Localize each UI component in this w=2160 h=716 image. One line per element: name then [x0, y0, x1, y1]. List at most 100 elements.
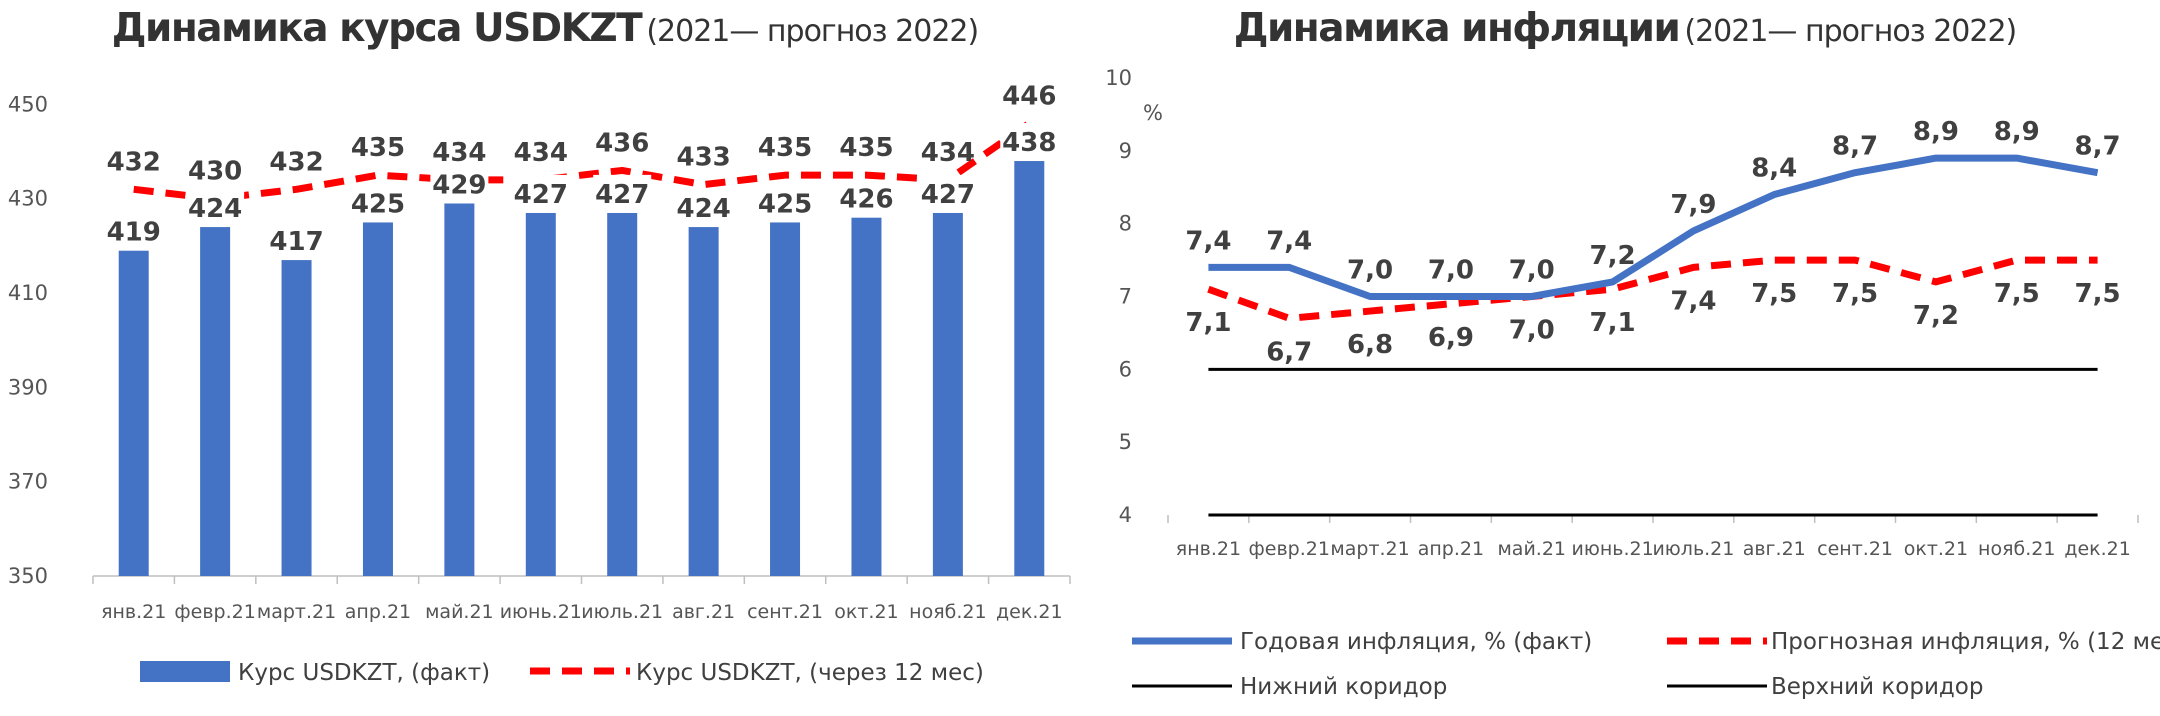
actual-inflation-line — [1208, 154, 2099, 300]
y-tick-label: 370 — [8, 470, 48, 494]
bar — [851, 217, 882, 576]
forecast-data-label: 432 — [269, 147, 323, 177]
usdkzt-chart-panel: Динамика курса USDKZT (2021— прогноз 202… — [0, 6, 1090, 686]
x-tick-label: дек.21 — [996, 601, 1063, 623]
forecast-data-label: 7,1 — [1185, 308, 1231, 338]
y-tick-label: 5 — [1119, 430, 1132, 454]
bar-data-label: 417 — [269, 227, 323, 257]
x-tick-label: янв.21 — [101, 601, 166, 623]
y-unit-label: % — [1143, 101, 1163, 125]
x-tick-label: июль.21 — [1652, 538, 1734, 560]
forecast-data-label: 7,5 — [1832, 279, 1878, 309]
y-tick-label: 4 — [1119, 503, 1132, 527]
x-tick-label: июнь.21 — [500, 601, 582, 623]
usdkzt-title-period: (2021— прогноз 2022) — [646, 14, 979, 49]
forecast-data-label: 432 — [107, 147, 161, 177]
x-tick-label: апр.21 — [345, 601, 411, 623]
legend-label: Верхний коридор — [1771, 674, 1983, 700]
x-tick-label: май.21 — [425, 601, 494, 623]
inflation-chart-panel: Динамика инфляции (2021— прогноз 2022) 4… — [1090, 0, 2160, 716]
bar-data-label: 438 — [1002, 128, 1056, 158]
forecast-data-label: 433 — [676, 143, 730, 173]
bar — [688, 227, 719, 576]
y-tick-label: 350 — [8, 564, 48, 588]
y-tick-label: 430 — [8, 187, 48, 211]
inflation-chart-svg: 4 5 6 7 8 9 10% янв.21 февр.21 март.21 апр.21 май.2… — [1105, 66, 2160, 700]
usdkzt-chart-title: Динамика курса USDKZT (2021— прогноз 202… — [0, 6, 1090, 51]
actual-data-label: 7,4 — [1266, 226, 1312, 256]
bar — [444, 203, 475, 576]
bar-label-box — [593, 174, 652, 213]
x-tick-label: янв.21 — [1176, 538, 1241, 560]
forecast-data-label: 7,5 — [1751, 279, 1797, 309]
bar-data-label: 425 — [758, 189, 812, 219]
bar — [281, 260, 312, 576]
bar — [770, 222, 801, 576]
forecast-data-label: 6,8 — [1347, 330, 1393, 360]
actual-data-label: 8,9 — [1913, 117, 1959, 147]
bar-label-box — [267, 222, 326, 261]
usdkzt-title-main: Динамика курса USDKZT — [111, 6, 643, 51]
bar — [525, 212, 556, 576]
forecast-data-label: 7,4 — [1670, 286, 1716, 316]
legend-swatch-bar — [140, 661, 230, 682]
x-tick-label: нояб.21 — [909, 601, 986, 623]
forecast-data-label: 436 — [595, 128, 649, 158]
usdkzt-chart-svg: 350 370 390 410 430 450 янв.21 февр.21 март.21 ап… — [8, 81, 1071, 686]
forecast-data-label: 434 — [514, 138, 568, 168]
y-tick-label: 450 — [8, 92, 48, 116]
actual-data-label: 7,2 — [1590, 241, 1636, 271]
y-tick-label: 8 — [1119, 212, 1132, 236]
forecast-data-label: 6,9 — [1428, 323, 1474, 353]
forecast-data-label: 435 — [839, 133, 893, 163]
legend-label: Курс USDKZT, (через 12 мес) — [636, 660, 984, 686]
bar-label-box — [837, 179, 896, 218]
forecast-data-label: 434 — [921, 138, 975, 168]
bar-data-label: 427 — [921, 180, 975, 210]
bar-label-box — [186, 189, 245, 228]
x-tick-label: февр.21 — [1249, 538, 1330, 560]
y-tick-label: 6 — [1119, 357, 1132, 381]
bar — [200, 227, 231, 576]
actual-data-label: 7,9 — [1670, 190, 1716, 220]
y-tick-label: 390 — [8, 375, 48, 399]
actual-data-label: 8,4 — [1751, 154, 1797, 184]
bar-data-label: 429 — [432, 170, 486, 200]
bar — [1014, 161, 1045, 577]
x-tick-label: окт.21 — [834, 601, 898, 623]
bar-label-box — [674, 189, 733, 228]
inflation-title-period: (2021— прогноз 2022) — [1684, 14, 2017, 49]
legend-label: Нижний коридор — [1240, 674, 1447, 700]
bar-label-box — [430, 165, 489, 204]
bar — [607, 212, 638, 576]
bar-label-box — [104, 212, 163, 251]
actual-data-label: 7,0 — [1509, 256, 1555, 286]
x-tick-label: окт.21 — [1904, 538, 1968, 560]
forecast-data-label: 7,2 — [1913, 301, 1959, 331]
forecast-data-label: 434 — [432, 138, 486, 168]
bar-data-label: 427 — [514, 180, 568, 210]
legend-label: Годовая инфляция, % (факт) — [1240, 629, 1592, 655]
y-tick-label: 410 — [8, 281, 48, 305]
x-tick-label: авг.21 — [672, 601, 735, 623]
x-tick-label: февр.21 — [174, 601, 255, 623]
forecast-data-label: 6,7 — [1266, 337, 1312, 367]
y-tick-label: 10 — [1105, 66, 1132, 90]
actual-data-label: 7,0 — [1428, 256, 1474, 286]
x-tick-label: май.21 — [1497, 538, 1566, 560]
bar — [362, 222, 393, 576]
bar-data-label: 425 — [351, 189, 405, 219]
actual-data-label: 7,0 — [1347, 256, 1393, 286]
y-tick-label: 9 — [1119, 139, 1132, 163]
x-tick-label: нояб.21 — [1978, 538, 2055, 560]
forecast-data-label: 430 — [188, 157, 242, 187]
inflation-chart-title: Динамика инфляции (2021— прогноз 2022) — [1090, 6, 2160, 51]
bar-label-box — [511, 174, 570, 213]
forecast-data-label: 7,5 — [2075, 279, 2121, 309]
forecast-data-label: 435 — [351, 133, 405, 163]
bar-data-label: 426 — [839, 185, 893, 215]
actual-data-label: 7,4 — [1185, 226, 1231, 256]
x-tick-label: дек.21 — [2064, 538, 2131, 560]
y-tick-label: 7 — [1119, 285, 1132, 309]
forecast-data-label: 435 — [758, 133, 812, 163]
